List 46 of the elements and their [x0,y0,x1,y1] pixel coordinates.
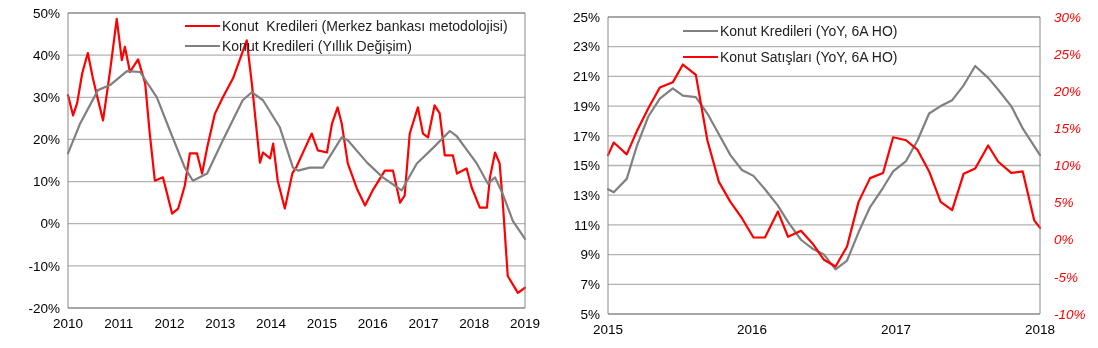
y-tick-label: 7% [580,277,600,293]
x-tick-label: 2013 [205,316,236,331]
y2-tick-label: 10% [1054,158,1082,174]
y-tick-label: 30% [32,90,60,106]
y-tick-label: 40% [32,47,60,63]
y2-tick-label: 15% [1054,121,1082,137]
y-tick-label: -20% [28,300,60,316]
x-tick-label: 2014 [256,316,287,331]
y2-tick-label: -5% [1054,269,1079,285]
legend-label: Konut Kredileri (Merkez bankası metodolojisi) [222,17,508,34]
y-tick-label: 15% [572,158,600,174]
y-tick-label: 13% [572,187,600,203]
y2-tick-label: 0% [1054,232,1074,248]
x-tick-label: 2017 [408,316,439,331]
x-tick-label: 2016 [357,316,388,331]
y-tick-label: -10% [28,258,60,274]
x-tick-label: 2018 [459,316,490,331]
y-tick-label: 0% [40,216,60,232]
x-tick-label: 2010 [52,316,84,331]
x-tick-label: 2011 [104,316,134,331]
y2-tick-label: 25% [1053,46,1082,62]
x-tick-label: 2018 [1024,322,1056,337]
y-tick-label: 17% [572,128,600,144]
y-tick-label: 10% [32,174,60,190]
x-tick-label: 2015 [592,322,624,337]
y-tick-label: 25% [572,9,600,25]
x-tick-label: 2016 [736,322,768,337]
x-tick-label: 2015 [306,316,337,331]
y-tick-label: 11% [573,217,600,233]
y-tick-label: 21% [572,69,600,85]
x-tick-label: 2017 [880,322,912,337]
y-tick-label: 19% [572,98,600,114]
y-tick-label: 9% [580,247,600,263]
y-tick-label: 20% [32,132,60,148]
y2-tick-label: 20% [1053,83,1082,99]
legend-label: Konut Satışları (YoY, 6A HO) [720,48,898,65]
y2-tick-label: 5% [1054,195,1074,211]
y-tick-label: 23% [572,39,600,55]
legend-label: Konut Kredileri (YoY, 6A HO) [720,22,898,39]
x-tick-label: 2012 [154,316,185,331]
y2-tick-label: 30% [1054,9,1082,25]
x-tick-label: 2019 [509,316,541,331]
y-tick-label: 50% [32,5,60,21]
y-tick-label: 5% [580,306,600,322]
y2-tick-label: -10% [1054,306,1086,322]
line-series [66,17,527,294]
